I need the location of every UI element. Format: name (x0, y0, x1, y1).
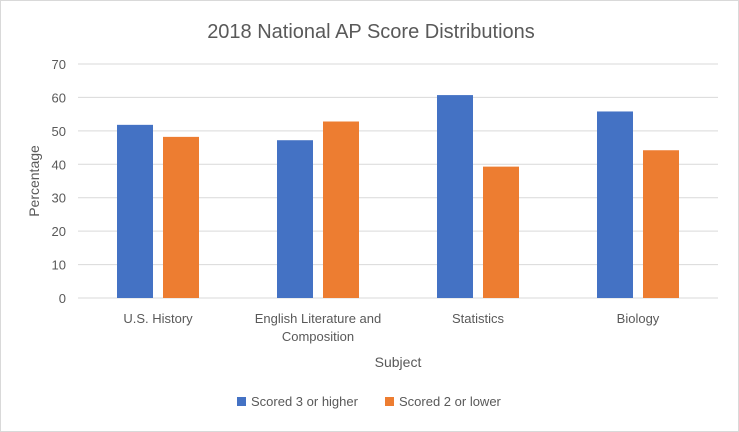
y-tick-label: 20 (52, 224, 66, 239)
legend-swatch (385, 397, 394, 406)
x-tick-label: English Literature and Composition (255, 311, 381, 344)
x-tick-label: U.S. History (123, 311, 193, 326)
y-tick-label: 40 (52, 157, 66, 172)
legend-swatch (237, 397, 246, 406)
x-tick-label-line: Biology (617, 311, 660, 326)
chart-title: 2018 National AP Score Distributions (207, 21, 535, 43)
y-tick-label: 60 (52, 90, 66, 105)
bar-scored-3-or-higher (117, 124, 153, 298)
bars (117, 95, 679, 299)
x-axis-title: Subject (375, 354, 422, 370)
bar-scored-2-or-lower (163, 136, 199, 298)
bar-scored-2-or-lower (643, 150, 679, 298)
bar-scored-3-or-higher (277, 140, 313, 298)
x-tick-label-line: U.S. History (123, 311, 193, 326)
x-tick-label-line: English Literature and (255, 311, 381, 326)
bar-scored-2-or-lower (483, 166, 519, 298)
y-axis-ticks: 0 10 20 30 40 50 60 70 (52, 57, 66, 306)
x-axis-ticks: U.S. History English Literature and Compos… (123, 311, 659, 344)
legend: Scored 3 or higher Scored 2 or lower (237, 394, 502, 409)
x-tick-label: Statistics (452, 311, 505, 326)
x-tick-label-line: Statistics (452, 311, 505, 326)
x-tick-label-line: Composition (282, 329, 354, 344)
bar-scored-2-or-lower (323, 121, 359, 298)
x-tick-label: Biology (617, 311, 660, 326)
legend-label: Scored 3 or higher (251, 394, 359, 409)
y-tick-label: 0 (59, 291, 66, 306)
y-tick-label: 70 (52, 57, 66, 72)
bar-scored-3-or-higher (437, 95, 473, 299)
y-tick-label: 30 (52, 191, 66, 206)
legend-label: Scored 2 or lower (399, 394, 502, 409)
y-axis-title: Percentage (26, 145, 42, 217)
bar-scored-3-or-higher (597, 111, 633, 299)
y-tick-label: 50 (52, 124, 66, 139)
y-tick-label: 10 (52, 258, 66, 273)
